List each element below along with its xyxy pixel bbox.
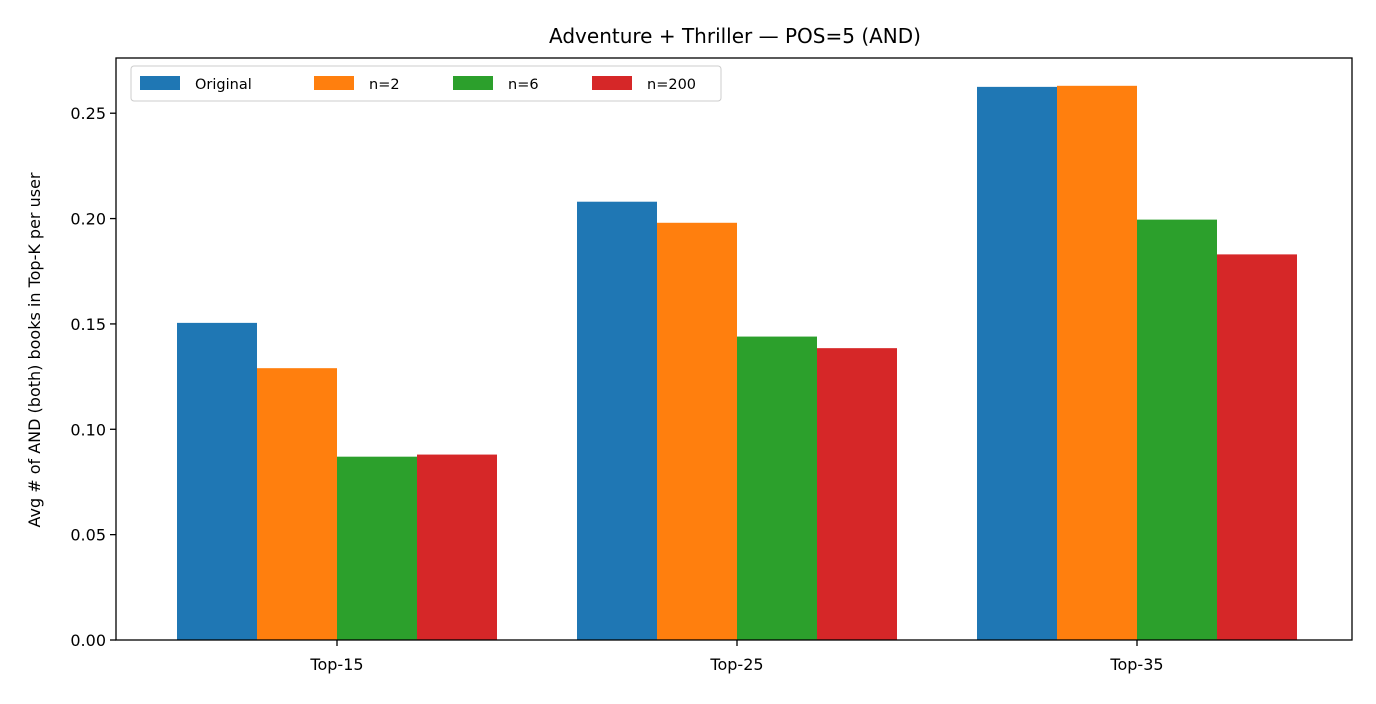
bar-n2-top-35 — [1057, 85, 1137, 640]
chart-title: Adventure + Thriller — POS=5 (AND) — [549, 24, 921, 48]
legend-label: n=2 — [369, 77, 400, 93]
legend-swatch — [140, 76, 180, 90]
bar-Original-top-15 — [177, 322, 257, 640]
x-tick-label: Top-35 — [1109, 655, 1163, 674]
legend-frame — [130, 65, 722, 102]
x-tick-label: Top-15 — [309, 655, 363, 674]
y-tick-label: 0.25 — [70, 104, 106, 123]
y-tick-label: 0.05 — [70, 526, 106, 545]
legend-swatch — [314, 76, 354, 90]
legend-label: n=6 — [508, 77, 539, 93]
x-tick-label: Top-25 — [709, 655, 763, 674]
bar-Original-top-25 — [577, 201, 657, 640]
bar-n6-top-25 — [737, 336, 817, 640]
bar-n2-top-15 — [257, 368, 337, 640]
y-tick-label: 0.15 — [70, 315, 106, 334]
y-axis-label: Avg # of AND (both) books in Top-K per u… — [25, 172, 44, 527]
legend-swatch — [453, 76, 493, 90]
bar-n200-top-15 — [417, 454, 497, 640]
bar-n200-top-25 — [817, 348, 897, 640]
y-tick-label: 0.00 — [70, 631, 106, 650]
legend-label: n=200 — [647, 77, 696, 93]
bar-n6-top-35 — [1137, 219, 1217, 640]
x-axis: Top-15 Top-25 Top-35 — [309, 640, 1164, 674]
legend-swatch — [592, 76, 632, 90]
legend: Original n=2 n=6 n=200 — [130, 65, 722, 102]
bars-group — [177, 85, 1297, 641]
bar-n200-top-35 — [1217, 254, 1297, 640]
bar-n2-top-25 — [657, 222, 737, 641]
bar-n6-top-15 — [337, 456, 417, 640]
y-tick-label: 0.10 — [70, 420, 106, 439]
bar-Original-top-35 — [977, 86, 1057, 640]
y-axis: 0.00 0.05 0.10 0.15 0.20 0.25 — [70, 104, 116, 650]
plot-frame — [115, 57, 1353, 641]
legend-label: Original — [195, 77, 252, 93]
y-tick-label: 0.20 — [70, 210, 106, 229]
